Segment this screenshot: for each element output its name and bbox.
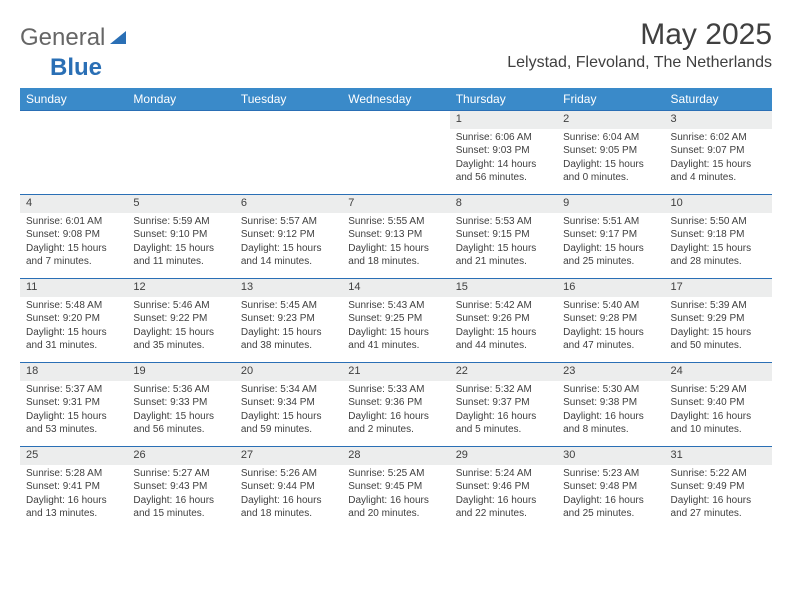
day-number-cell: 19: [127, 363, 234, 381]
day-detail-cell: Sunrise: 5:26 AMSunset: 9:44 PMDaylight:…: [235, 465, 342, 531]
day-number-cell: 6: [235, 195, 342, 213]
day-detail-cell: Sunrise: 6:02 AMSunset: 9:07 PMDaylight:…: [665, 129, 772, 195]
day-number-cell: [20, 111, 127, 129]
day-header: Wednesday: [342, 88, 449, 111]
day-number-cell: 28: [342, 447, 449, 465]
day-detail-cell: Sunrise: 5:36 AMSunset: 9:33 PMDaylight:…: [127, 381, 234, 447]
day-number-cell: 29: [450, 447, 557, 465]
day-detail-cell: Sunrise: 5:55 AMSunset: 9:13 PMDaylight:…: [342, 213, 449, 279]
day-header: Monday: [127, 88, 234, 111]
day-number-cell: 27: [235, 447, 342, 465]
brand-logo: General: [20, 24, 127, 52]
day-detail-cell: Sunrise: 5:48 AMSunset: 9:20 PMDaylight:…: [20, 297, 127, 363]
day-number-cell: 22: [450, 363, 557, 381]
day-number-cell: 2: [557, 111, 664, 129]
week-daynum-row: 45678910: [20, 195, 772, 213]
day-detail-cell: Sunrise: 6:01 AMSunset: 9:08 PMDaylight:…: [20, 213, 127, 279]
day-detail-cell: Sunrise: 6:06 AMSunset: 9:03 PMDaylight:…: [450, 129, 557, 195]
week-detail-row: Sunrise: 6:01 AMSunset: 9:08 PMDaylight:…: [20, 213, 772, 279]
day-detail-cell: Sunrise: 5:46 AMSunset: 9:22 PMDaylight:…: [127, 297, 234, 363]
day-number-cell: 16: [557, 279, 664, 297]
day-detail-cell: [20, 129, 127, 195]
week-daynum-row: 11121314151617: [20, 279, 772, 297]
day-detail-cell: [342, 129, 449, 195]
day-detail-cell: Sunrise: 5:28 AMSunset: 9:41 PMDaylight:…: [20, 465, 127, 531]
day-number-cell: 17: [665, 279, 772, 297]
month-title: May 2025: [507, 18, 772, 52]
title-block: May 2025 Lelystad, Flevoland, The Nether…: [507, 18, 772, 72]
day-header: Sunday: [20, 88, 127, 111]
day-detail-cell: Sunrise: 5:51 AMSunset: 9:17 PMDaylight:…: [557, 213, 664, 279]
day-detail-cell: Sunrise: 5:59 AMSunset: 9:10 PMDaylight:…: [127, 213, 234, 279]
day-number-cell: 25: [20, 447, 127, 465]
day-detail-cell: Sunrise: 5:27 AMSunset: 9:43 PMDaylight:…: [127, 465, 234, 531]
day-number-cell: [235, 111, 342, 129]
day-number-cell: [342, 111, 449, 129]
day-detail-cell: Sunrise: 5:34 AMSunset: 9:34 PMDaylight:…: [235, 381, 342, 447]
day-detail-cell: Sunrise: 5:23 AMSunset: 9:48 PMDaylight:…: [557, 465, 664, 531]
day-header: Thursday: [450, 88, 557, 111]
week-detail-row: Sunrise: 5:37 AMSunset: 9:31 PMDaylight:…: [20, 381, 772, 447]
day-detail-cell: Sunrise: 5:37 AMSunset: 9:31 PMDaylight:…: [20, 381, 127, 447]
day-detail-cell: Sunrise: 5:40 AMSunset: 9:28 PMDaylight:…: [557, 297, 664, 363]
week-daynum-row: 123: [20, 111, 772, 129]
week-daynum-row: 18192021222324: [20, 363, 772, 381]
day-detail-cell: Sunrise: 5:39 AMSunset: 9:29 PMDaylight:…: [665, 297, 772, 363]
day-detail-cell: Sunrise: 5:32 AMSunset: 9:37 PMDaylight:…: [450, 381, 557, 447]
day-number-cell: 3: [665, 111, 772, 129]
day-number-cell: 11: [20, 279, 127, 297]
day-number-cell: 21: [342, 363, 449, 381]
brand-triangle-icon: [109, 29, 127, 47]
day-detail-cell: Sunrise: 5:33 AMSunset: 9:36 PMDaylight:…: [342, 381, 449, 447]
brand-part2: Blue: [50, 54, 102, 82]
day-number-cell: 31: [665, 447, 772, 465]
week-detail-row: Sunrise: 5:48 AMSunset: 9:20 PMDaylight:…: [20, 297, 772, 363]
day-number-cell: [127, 111, 234, 129]
day-detail-cell: Sunrise: 5:42 AMSunset: 9:26 PMDaylight:…: [450, 297, 557, 363]
day-number-cell: 20: [235, 363, 342, 381]
calendar-header-row: SundayMondayTuesdayWednesdayThursdayFrid…: [20, 88, 772, 111]
day-number-cell: 8: [450, 195, 557, 213]
day-detail-cell: [235, 129, 342, 195]
calendar-table: SundayMondayTuesdayWednesdayThursdayFrid…: [20, 88, 772, 531]
day-detail-cell: Sunrise: 5:57 AMSunset: 9:12 PMDaylight:…: [235, 213, 342, 279]
day-detail-cell: Sunrise: 5:24 AMSunset: 9:46 PMDaylight:…: [450, 465, 557, 531]
day-detail-cell: Sunrise: 5:43 AMSunset: 9:25 PMDaylight:…: [342, 297, 449, 363]
day-detail-cell: Sunrise: 5:29 AMSunset: 9:40 PMDaylight:…: [665, 381, 772, 447]
day-number-cell: 1: [450, 111, 557, 129]
day-number-cell: 26: [127, 447, 234, 465]
day-number-cell: 24: [665, 363, 772, 381]
day-number-cell: 23: [557, 363, 664, 381]
day-number-cell: 7: [342, 195, 449, 213]
day-detail-cell: Sunrise: 5:22 AMSunset: 9:49 PMDaylight:…: [665, 465, 772, 531]
day-number-cell: 30: [557, 447, 664, 465]
day-detail-cell: [127, 129, 234, 195]
day-number-cell: 9: [557, 195, 664, 213]
day-number-cell: 15: [450, 279, 557, 297]
brand-part1: General: [20, 24, 105, 52]
week-detail-row: Sunrise: 6:06 AMSunset: 9:03 PMDaylight:…: [20, 129, 772, 195]
day-detail-cell: Sunrise: 5:53 AMSunset: 9:15 PMDaylight:…: [450, 213, 557, 279]
day-number-cell: 10: [665, 195, 772, 213]
day-number-cell: 14: [342, 279, 449, 297]
calendar-body: 123Sunrise: 6:06 AMSunset: 9:03 PMDaylig…: [20, 111, 772, 531]
day-header: Friday: [557, 88, 664, 111]
day-header: Saturday: [665, 88, 772, 111]
day-detail-cell: Sunrise: 5:45 AMSunset: 9:23 PMDaylight:…: [235, 297, 342, 363]
day-detail-cell: Sunrise: 5:50 AMSunset: 9:18 PMDaylight:…: [665, 213, 772, 279]
day-detail-cell: Sunrise: 5:30 AMSunset: 9:38 PMDaylight:…: [557, 381, 664, 447]
day-number-cell: 18: [20, 363, 127, 381]
day-detail-cell: Sunrise: 5:25 AMSunset: 9:45 PMDaylight:…: [342, 465, 449, 531]
week-daynum-row: 25262728293031: [20, 447, 772, 465]
day-number-cell: 13: [235, 279, 342, 297]
week-detail-row: Sunrise: 5:28 AMSunset: 9:41 PMDaylight:…: [20, 465, 772, 531]
day-number-cell: 4: [20, 195, 127, 213]
day-header: Tuesday: [235, 88, 342, 111]
day-detail-cell: Sunrise: 6:04 AMSunset: 9:05 PMDaylight:…: [557, 129, 664, 195]
location-subtitle: Lelystad, Flevoland, The Netherlands: [507, 54, 772, 72]
day-number-cell: 12: [127, 279, 234, 297]
day-number-cell: 5: [127, 195, 234, 213]
